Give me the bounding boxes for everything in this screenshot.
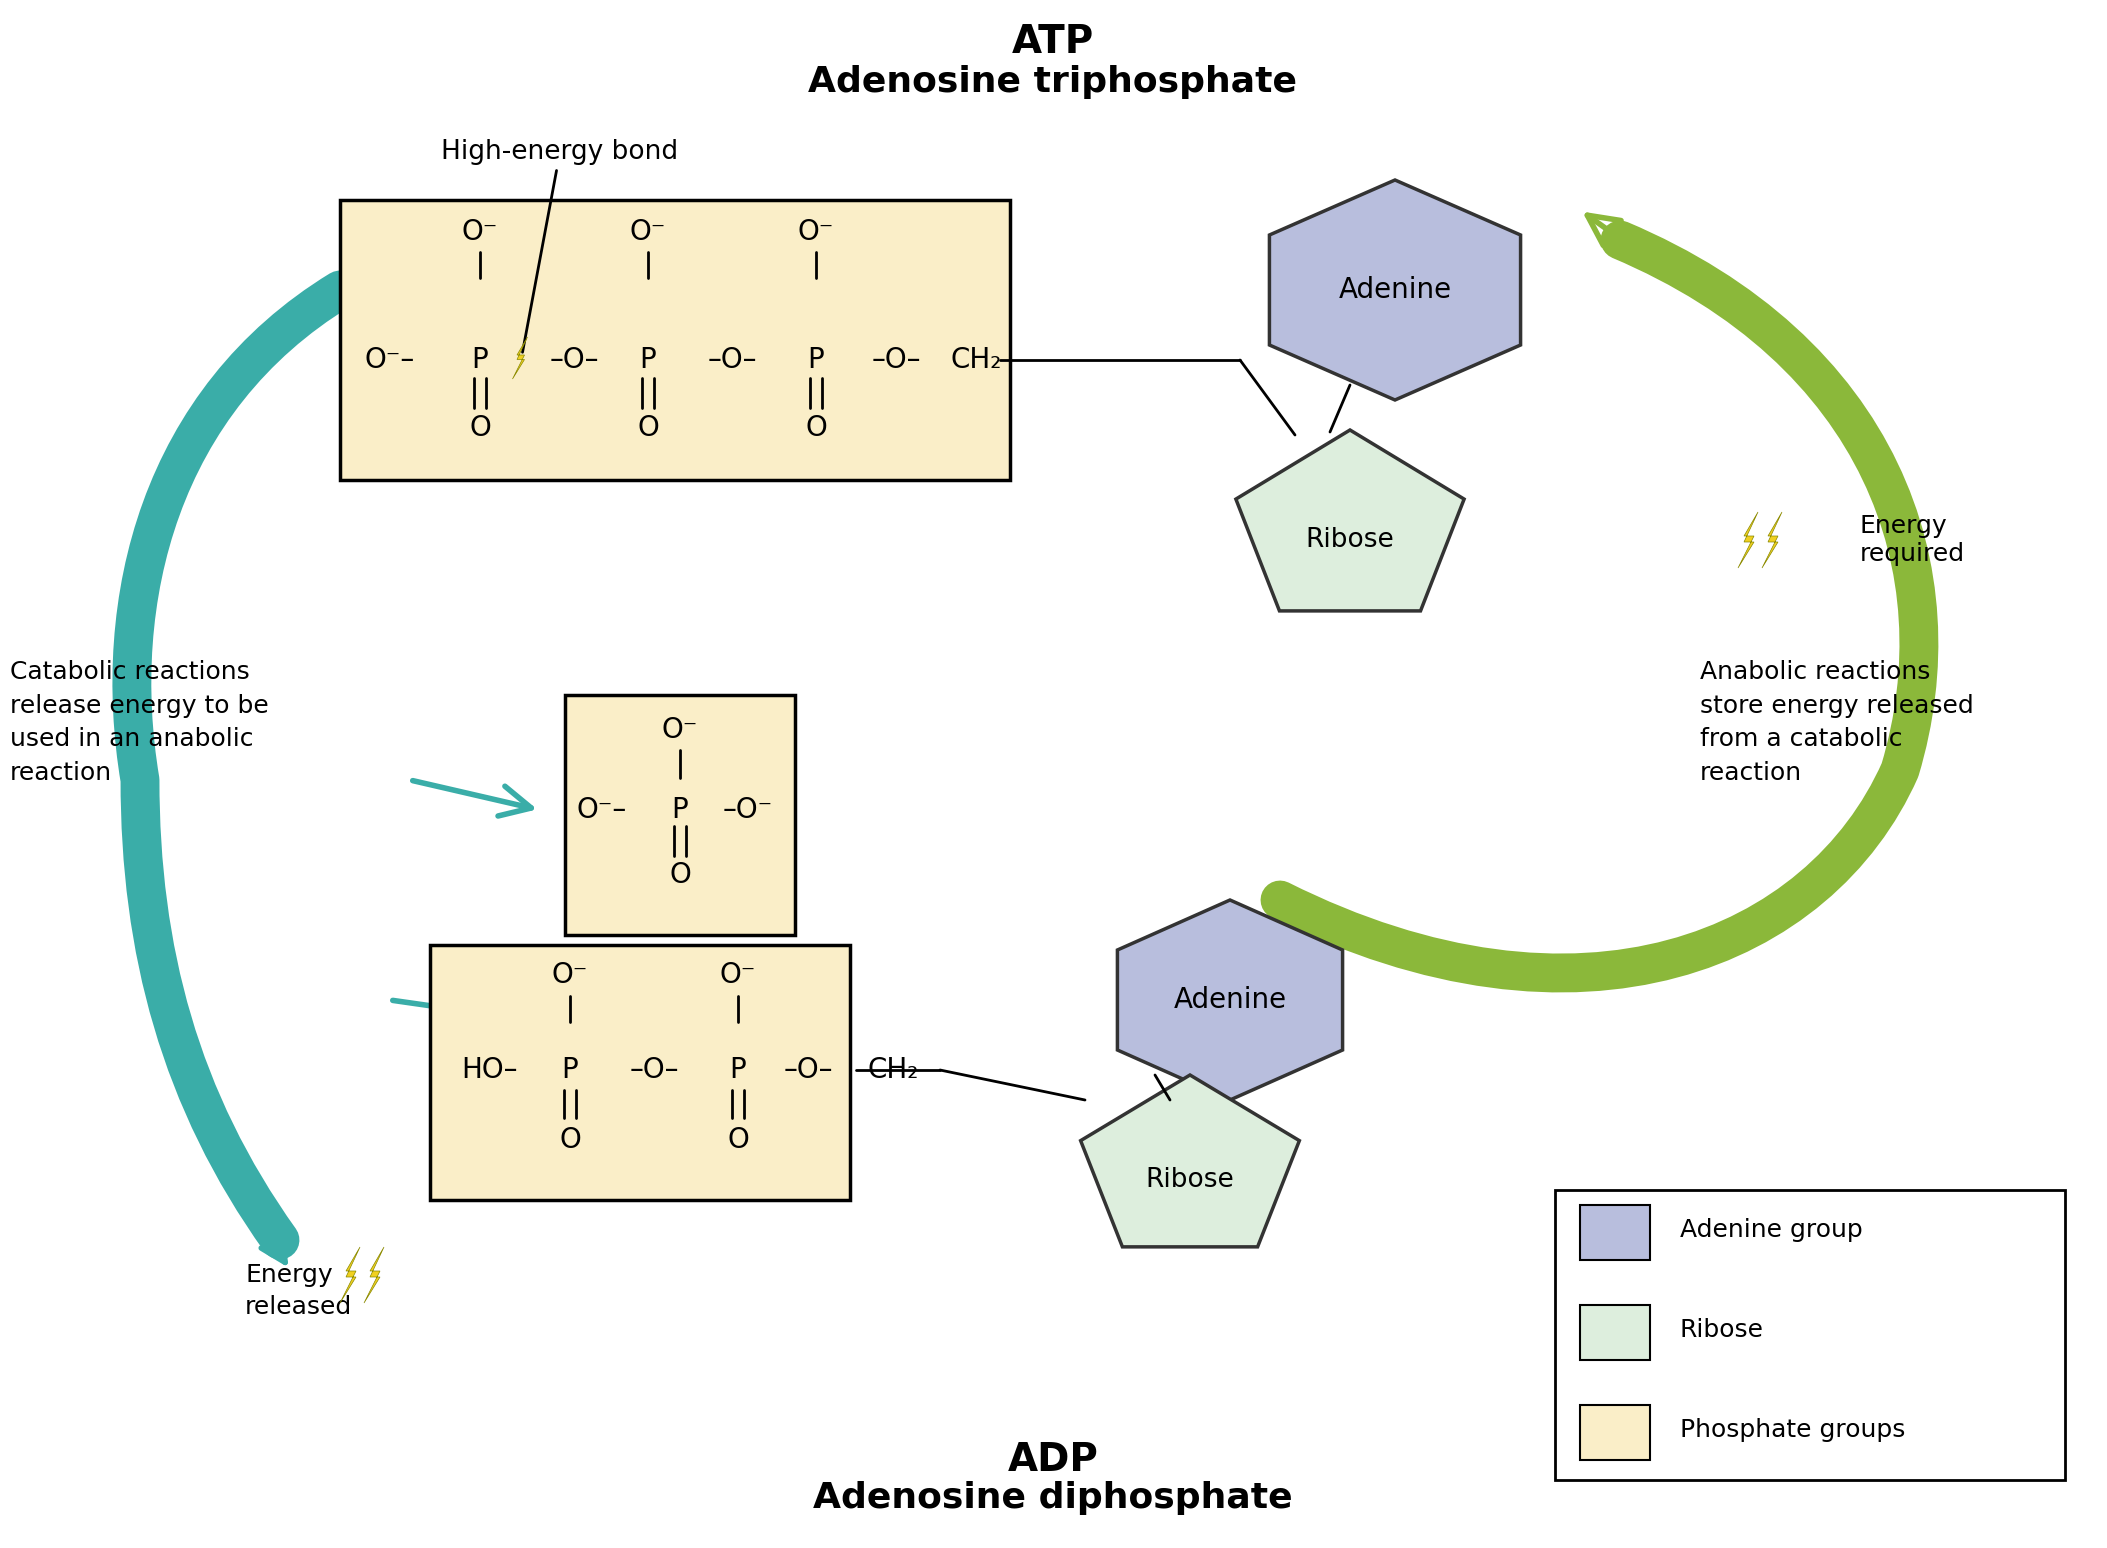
Text: O: O	[727, 1125, 748, 1153]
Bar	[1580, 1204, 1650, 1260]
Text: Adenosine triphosphate: Adenosine triphosphate	[809, 65, 1298, 99]
Polygon shape	[1081, 1074, 1300, 1246]
Text: released: released	[244, 1296, 352, 1319]
Text: P: P	[472, 347, 489, 375]
Text: O⁻: O⁻	[662, 717, 697, 745]
Text: Energy: Energy	[244, 1263, 333, 1286]
Text: O⁻: O⁻	[799, 218, 834, 246]
Text: Adenine: Adenine	[1174, 986, 1287, 1014]
Text: CH₂: CH₂	[868, 1056, 919, 1084]
Text: O: O	[558, 1125, 582, 1153]
Text: CH₂: CH₂	[950, 347, 1001, 375]
Text: O: O	[470, 413, 491, 443]
Bar	[1555, 1190, 2065, 1480]
Text: O: O	[670, 861, 691, 889]
Text: –O–: –O–	[784, 1056, 832, 1084]
Text: O⁻: O⁻	[552, 961, 588, 989]
Text: Adenine group: Adenine group	[1679, 1218, 1863, 1241]
Text: Adenosine diphosphate: Adenosine diphosphate	[813, 1481, 1294, 1515]
Text: –O⁻: –O⁻	[723, 796, 773, 824]
Polygon shape	[1268, 180, 1521, 399]
Text: Ribose: Ribose	[1146, 1167, 1235, 1194]
Polygon shape	[512, 337, 527, 379]
Text: P: P	[729, 1056, 746, 1084]
Text: O⁻: O⁻	[461, 218, 497, 246]
Text: P: P	[672, 796, 689, 824]
Text: Anabolic reactions
store energy released
from a catabolic
reaction: Anabolic reactions store energy released…	[1700, 659, 1974, 785]
Text: ADP: ADP	[1007, 1441, 1098, 1478]
Text: ATP: ATP	[1011, 23, 1094, 60]
Text: Phosphate groups: Phosphate groups	[1679, 1418, 1905, 1443]
Polygon shape	[339, 1248, 360, 1303]
Polygon shape	[1738, 512, 1757, 568]
Bar	[565, 695, 794, 935]
Polygon shape	[1761, 512, 1783, 568]
Text: –O–: –O–	[872, 347, 921, 375]
Polygon shape	[1117, 899, 1342, 1101]
Text: O⁻–: O⁻–	[365, 347, 415, 375]
Text: Energy
required: Energy required	[1860, 514, 1966, 567]
Polygon shape	[1237, 430, 1464, 611]
Text: Adenine: Adenine	[1338, 276, 1452, 303]
Bar	[339, 200, 1009, 480]
Bar	[1580, 1305, 1650, 1361]
Text: P: P	[641, 347, 657, 375]
Text: HO–: HO–	[461, 1056, 518, 1084]
Text: O⁻: O⁻	[721, 961, 756, 989]
Text: O: O	[636, 413, 659, 443]
Polygon shape	[365, 1248, 383, 1303]
Text: Catabolic reactions
release energy to be
used in an anabolic
reaction: Catabolic reactions release energy to be…	[11, 659, 270, 785]
Bar	[1580, 1406, 1650, 1460]
Text: O⁻: O⁻	[630, 218, 666, 246]
Text: P: P	[563, 1056, 579, 1084]
Bar	[430, 944, 849, 1200]
Text: Ribose: Ribose	[1306, 526, 1395, 553]
Text: –O–: –O–	[708, 347, 756, 375]
Text: –O–: –O–	[630, 1056, 678, 1084]
Text: O: O	[805, 413, 826, 443]
Text: High-energy bond: High-energy bond	[442, 139, 678, 353]
Text: O⁻–: O⁻–	[577, 796, 628, 824]
Text: P: P	[807, 347, 824, 375]
Text: Ribose: Ribose	[1679, 1317, 1764, 1342]
Text: –O–: –O–	[550, 347, 598, 375]
